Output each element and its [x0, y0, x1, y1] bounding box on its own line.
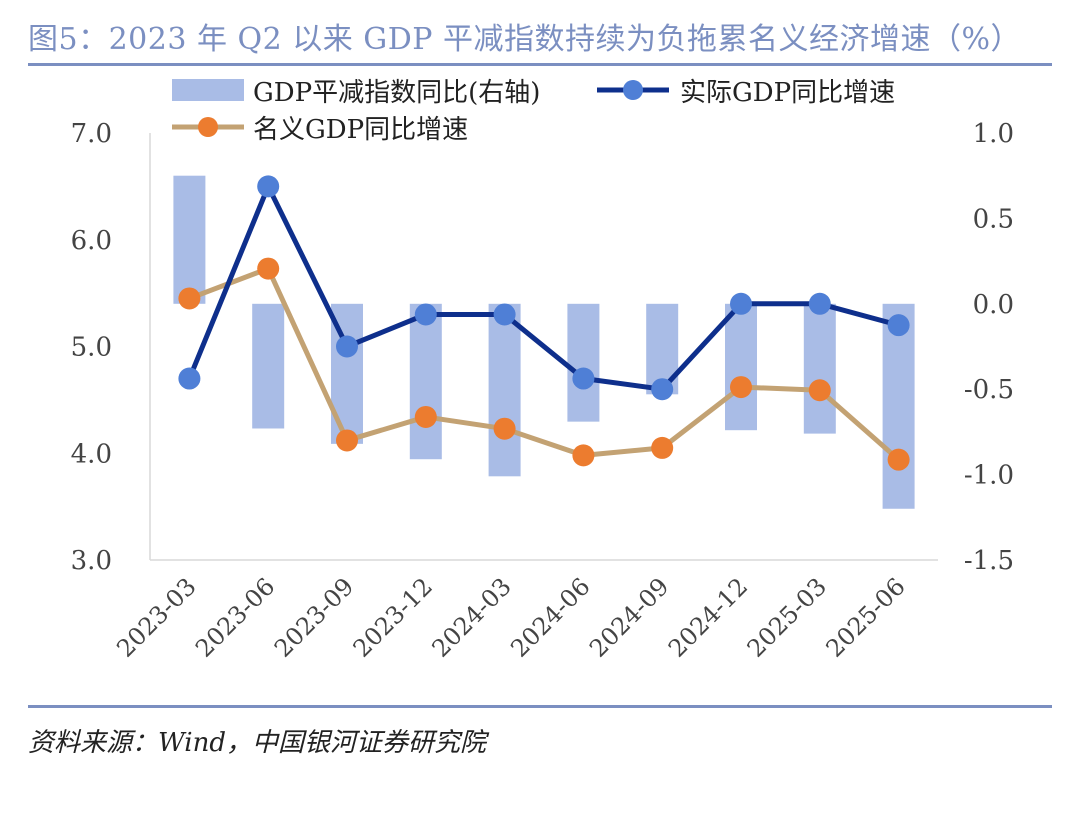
source-divider [28, 705, 1052, 708]
axes [149, 133, 938, 561]
title-divider [28, 63, 1052, 66]
deflator-bar [488, 303, 521, 477]
real-gdp-point [808, 292, 831, 315]
deflator-bar [409, 303, 442, 460]
legend-bar-swatch [172, 79, 244, 101]
nominal-gdp-point [336, 429, 358, 452]
source-note: 资料来源：Wind，中国银河证券研究院 [28, 728, 486, 758]
right-tick-label: -1.0 [964, 461, 1014, 491]
x-tick-label: 2024-06 [505, 572, 595, 662]
x-tick-label: 2024-09 [584, 572, 674, 662]
deflator-bar [725, 303, 757, 431]
real-gdp-point [257, 175, 280, 198]
deflator-bar [882, 303, 915, 509]
nominal-gdp-point [493, 417, 516, 440]
deflator-bars [173, 175, 915, 509]
x-tick-label: 2024-12 [663, 572, 753, 662]
right-tick-label: -1.5 [964, 546, 1014, 576]
real-gdp-point [730, 292, 752, 315]
nominal-gdp-point [257, 257, 280, 280]
legend-real-label: 实际GDP同比增速 [680, 78, 895, 108]
right-tick-label: -0.5 [964, 375, 1014, 405]
real-gdp-point [651, 378, 674, 401]
x-tick-label: 2024-03 [427, 572, 517, 662]
right-tick-label: 1.0 [973, 119, 1014, 149]
left-tick-label: 3.0 [71, 546, 112, 576]
left-tick-label: 4.0 [71, 439, 112, 469]
nominal-gdp-point [651, 436, 674, 459]
nominal-gdp-point [730, 376, 752, 399]
line-series [178, 175, 910, 471]
x-tick-label: 2025-03 [742, 572, 832, 662]
real-gdp-point [414, 303, 437, 326]
nominal-gdp-point [808, 379, 831, 402]
real-gdp-point [493, 303, 516, 326]
real-gdp-point [336, 335, 358, 358]
left-tick-label: 5.0 [71, 333, 112, 363]
legend-bar-label: GDP平减指数同比(右轴) [253, 78, 540, 108]
nominal-gdp-point [572, 444, 595, 467]
x-tick-label: 2023-12 [348, 572, 438, 662]
nominal-gdp-point [178, 287, 201, 310]
nominal-gdp-line [188, 266, 901, 462]
deflator-bar [173, 175, 206, 304]
legend-nominal-marker [198, 117, 218, 137]
real-gdp-line [187, 183, 900, 392]
legend-nominal-label: 名义GDP同比增速 [253, 115, 468, 145]
x-tick-label: 2023-06 [190, 572, 280, 662]
chart-canvas: 7.0 6.0 5.0 4.0 3.0 1.0 0.5 0.0 -0.5 -1.0 -1.5 2023… [71, 78, 1014, 663]
deflator-bar [252, 303, 285, 429]
right-tick-label: 0.0 [973, 290, 1014, 320]
nominal-gdp-point [414, 405, 437, 428]
tick-labels: 7.0 6.0 5.0 4.0 3.0 1.0 0.5 0.0 -0.5 -1.0 -1.5 2023… [71, 119, 1014, 663]
left-tick-label: 7.0 [71, 119, 112, 149]
real-gdp-point [572, 367, 595, 390]
legend-real-marker [623, 80, 643, 100]
deflator-bar [567, 303, 600, 422]
left-tick-label: 6.0 [71, 226, 112, 256]
x-tick-label: 2025-06 [821, 572, 911, 662]
real-gdp-point [178, 367, 201, 390]
nominal-gdp-point [887, 448, 910, 471]
x-tick-label: 2023-03 [111, 572, 201, 662]
deflator-bar [803, 303, 836, 434]
x-tick-label: 2023-09 [269, 572, 359, 662]
real-gdp-point [887, 314, 910, 337]
right-tick-label: 0.5 [973, 204, 1014, 234]
chart-title: 图5：2023 年 Q2 以来 GDP 平减指数持续为负拖累名义经济增速（%） [28, 22, 1022, 57]
